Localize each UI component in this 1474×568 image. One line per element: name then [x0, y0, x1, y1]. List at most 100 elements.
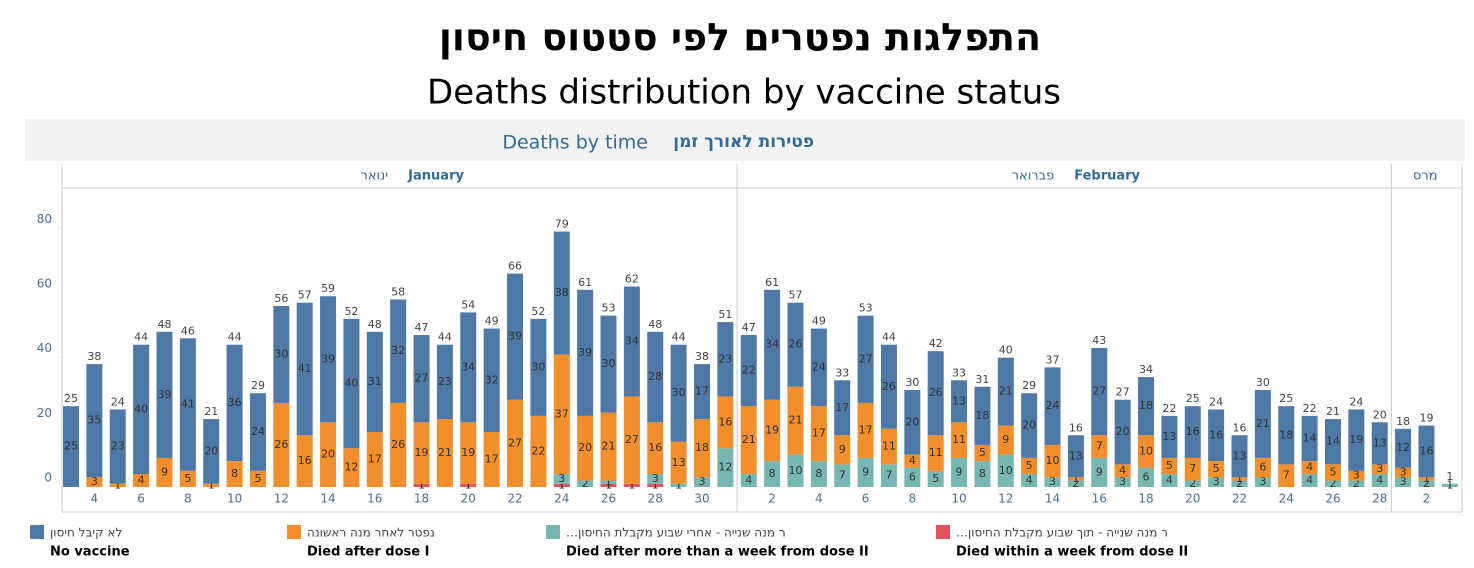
total-label: 24	[111, 395, 125, 408]
bar-segment	[1301, 474, 1318, 487]
segment-label: 27	[508, 436, 522, 449]
segment-label: 5	[1166, 459, 1173, 472]
bar-segment	[366, 432, 383, 487]
bar-segment	[179, 470, 196, 487]
bar-segment	[1091, 347, 1108, 436]
segment-label: 23	[718, 352, 732, 365]
legend-label-he: ר מנה שנייה - תוך שבוע מקבלת החיסון…	[956, 526, 1168, 540]
segment-label: 17	[368, 453, 382, 466]
total-label: 59	[321, 282, 335, 295]
bar-segment	[717, 396, 734, 449]
bar-segment	[436, 344, 453, 420]
segment-label: 1	[208, 478, 215, 491]
bar-segment	[1278, 406, 1295, 465]
bar-segment	[413, 335, 430, 423]
bar-segment	[577, 480, 594, 487]
segment-label: 1	[605, 475, 612, 488]
segment-label: 20	[578, 441, 592, 454]
bar-segment	[1254, 457, 1271, 478]
total-label: 24	[1209, 395, 1223, 408]
total-label: 25	[64, 392, 78, 405]
segment-label: 4	[1306, 461, 1313, 474]
segment-label: 12	[1396, 441, 1410, 454]
segment-label: 4	[1306, 474, 1313, 487]
bar-segment	[1138, 377, 1155, 436]
bar-segment	[179, 338, 196, 471]
segment-label: 30	[602, 357, 616, 370]
bar-segment	[1395, 467, 1412, 478]
segment-label: 10	[1139, 444, 1153, 457]
segment-label: 11	[929, 446, 943, 459]
segment-label: 4	[1119, 464, 1126, 477]
segment-label: 30	[531, 360, 545, 373]
segment-label: 27	[625, 433, 639, 446]
bar-segment	[600, 412, 617, 481]
bar-segment	[390, 402, 407, 487]
segment-label: 3	[1259, 475, 1266, 488]
bar-segment	[857, 315, 874, 403]
legend-label: Died after more than a week from dose II	[566, 545, 869, 560]
bar-segment	[553, 474, 570, 484]
total-label: 37	[1046, 353, 1060, 366]
segment-label: 12	[718, 461, 732, 474]
segment-label: 21	[999, 385, 1013, 398]
bar-segment	[1278, 464, 1295, 487]
segment-label: 3	[652, 472, 659, 485]
segment-label: 21	[1256, 417, 1270, 430]
segment-label: 4	[1166, 474, 1173, 487]
segment-label: 24	[812, 360, 826, 373]
bar-segment	[717, 448, 734, 487]
total-label: 47	[415, 321, 429, 334]
total-label: 33	[835, 366, 849, 379]
segment-label: 5	[979, 446, 986, 459]
bar-segment	[483, 432, 500, 487]
segment-label: 16	[718, 415, 732, 428]
x-tick-label: 12	[274, 492, 289, 506]
bar-segment	[810, 461, 827, 487]
chart-subtitle: Deaths distribution by vaccine status	[427, 73, 1061, 113]
segment-label: 5	[184, 472, 191, 485]
bar-segment	[413, 422, 430, 484]
bar-segment	[156, 457, 173, 487]
legend-label-he: נפטר לאחר מנה ראשונה	[307, 526, 435, 540]
total-label: 34	[1139, 363, 1153, 376]
bar-segment	[647, 422, 664, 475]
bar-segment	[553, 483, 570, 487]
segment-label: 9	[1002, 433, 1009, 446]
segment-label: 3	[1353, 469, 1360, 482]
segment-label: 13	[1069, 449, 1083, 462]
bar-segment	[1138, 435, 1155, 468]
bar-segment	[834, 435, 851, 465]
segment-label: 6	[1143, 470, 1150, 483]
x-tick-label: 20	[461, 492, 476, 506]
segment-label: 22	[531, 444, 545, 457]
bar-segment	[1021, 474, 1038, 487]
segment-label: 18	[695, 441, 709, 454]
segment-label: 3	[1400, 465, 1407, 478]
bar-segment	[1324, 464, 1341, 481]
y-tick-label: 60	[37, 277, 52, 291]
bar-segment	[834, 464, 851, 487]
segment-label: 4	[909, 454, 916, 467]
bar-segment	[600, 483, 617, 487]
bar-segment	[249, 470, 266, 487]
total-label: 20	[1373, 408, 1387, 421]
x-tick-label: 26	[601, 492, 616, 506]
bar-segment	[1254, 477, 1271, 487]
bar-segment	[623, 286, 640, 397]
bar-segment	[63, 406, 79, 487]
segment-label: 24	[1046, 399, 1060, 412]
bar-segment	[1348, 470, 1365, 481]
bar-segment	[460, 312, 477, 423]
month-label-en: February	[1074, 169, 1140, 184]
bar-segment	[974, 461, 991, 487]
bar-segment	[670, 441, 687, 484]
segment-label: 32	[391, 344, 405, 357]
x-tick-label: 28	[648, 492, 663, 506]
segment-label: 8	[231, 467, 238, 480]
bar-segment	[904, 454, 921, 468]
bar-segment	[343, 448, 360, 487]
total-label: 22	[1162, 402, 1176, 415]
x-tick-label: 16	[367, 492, 382, 506]
segment-label: 17	[859, 423, 873, 436]
